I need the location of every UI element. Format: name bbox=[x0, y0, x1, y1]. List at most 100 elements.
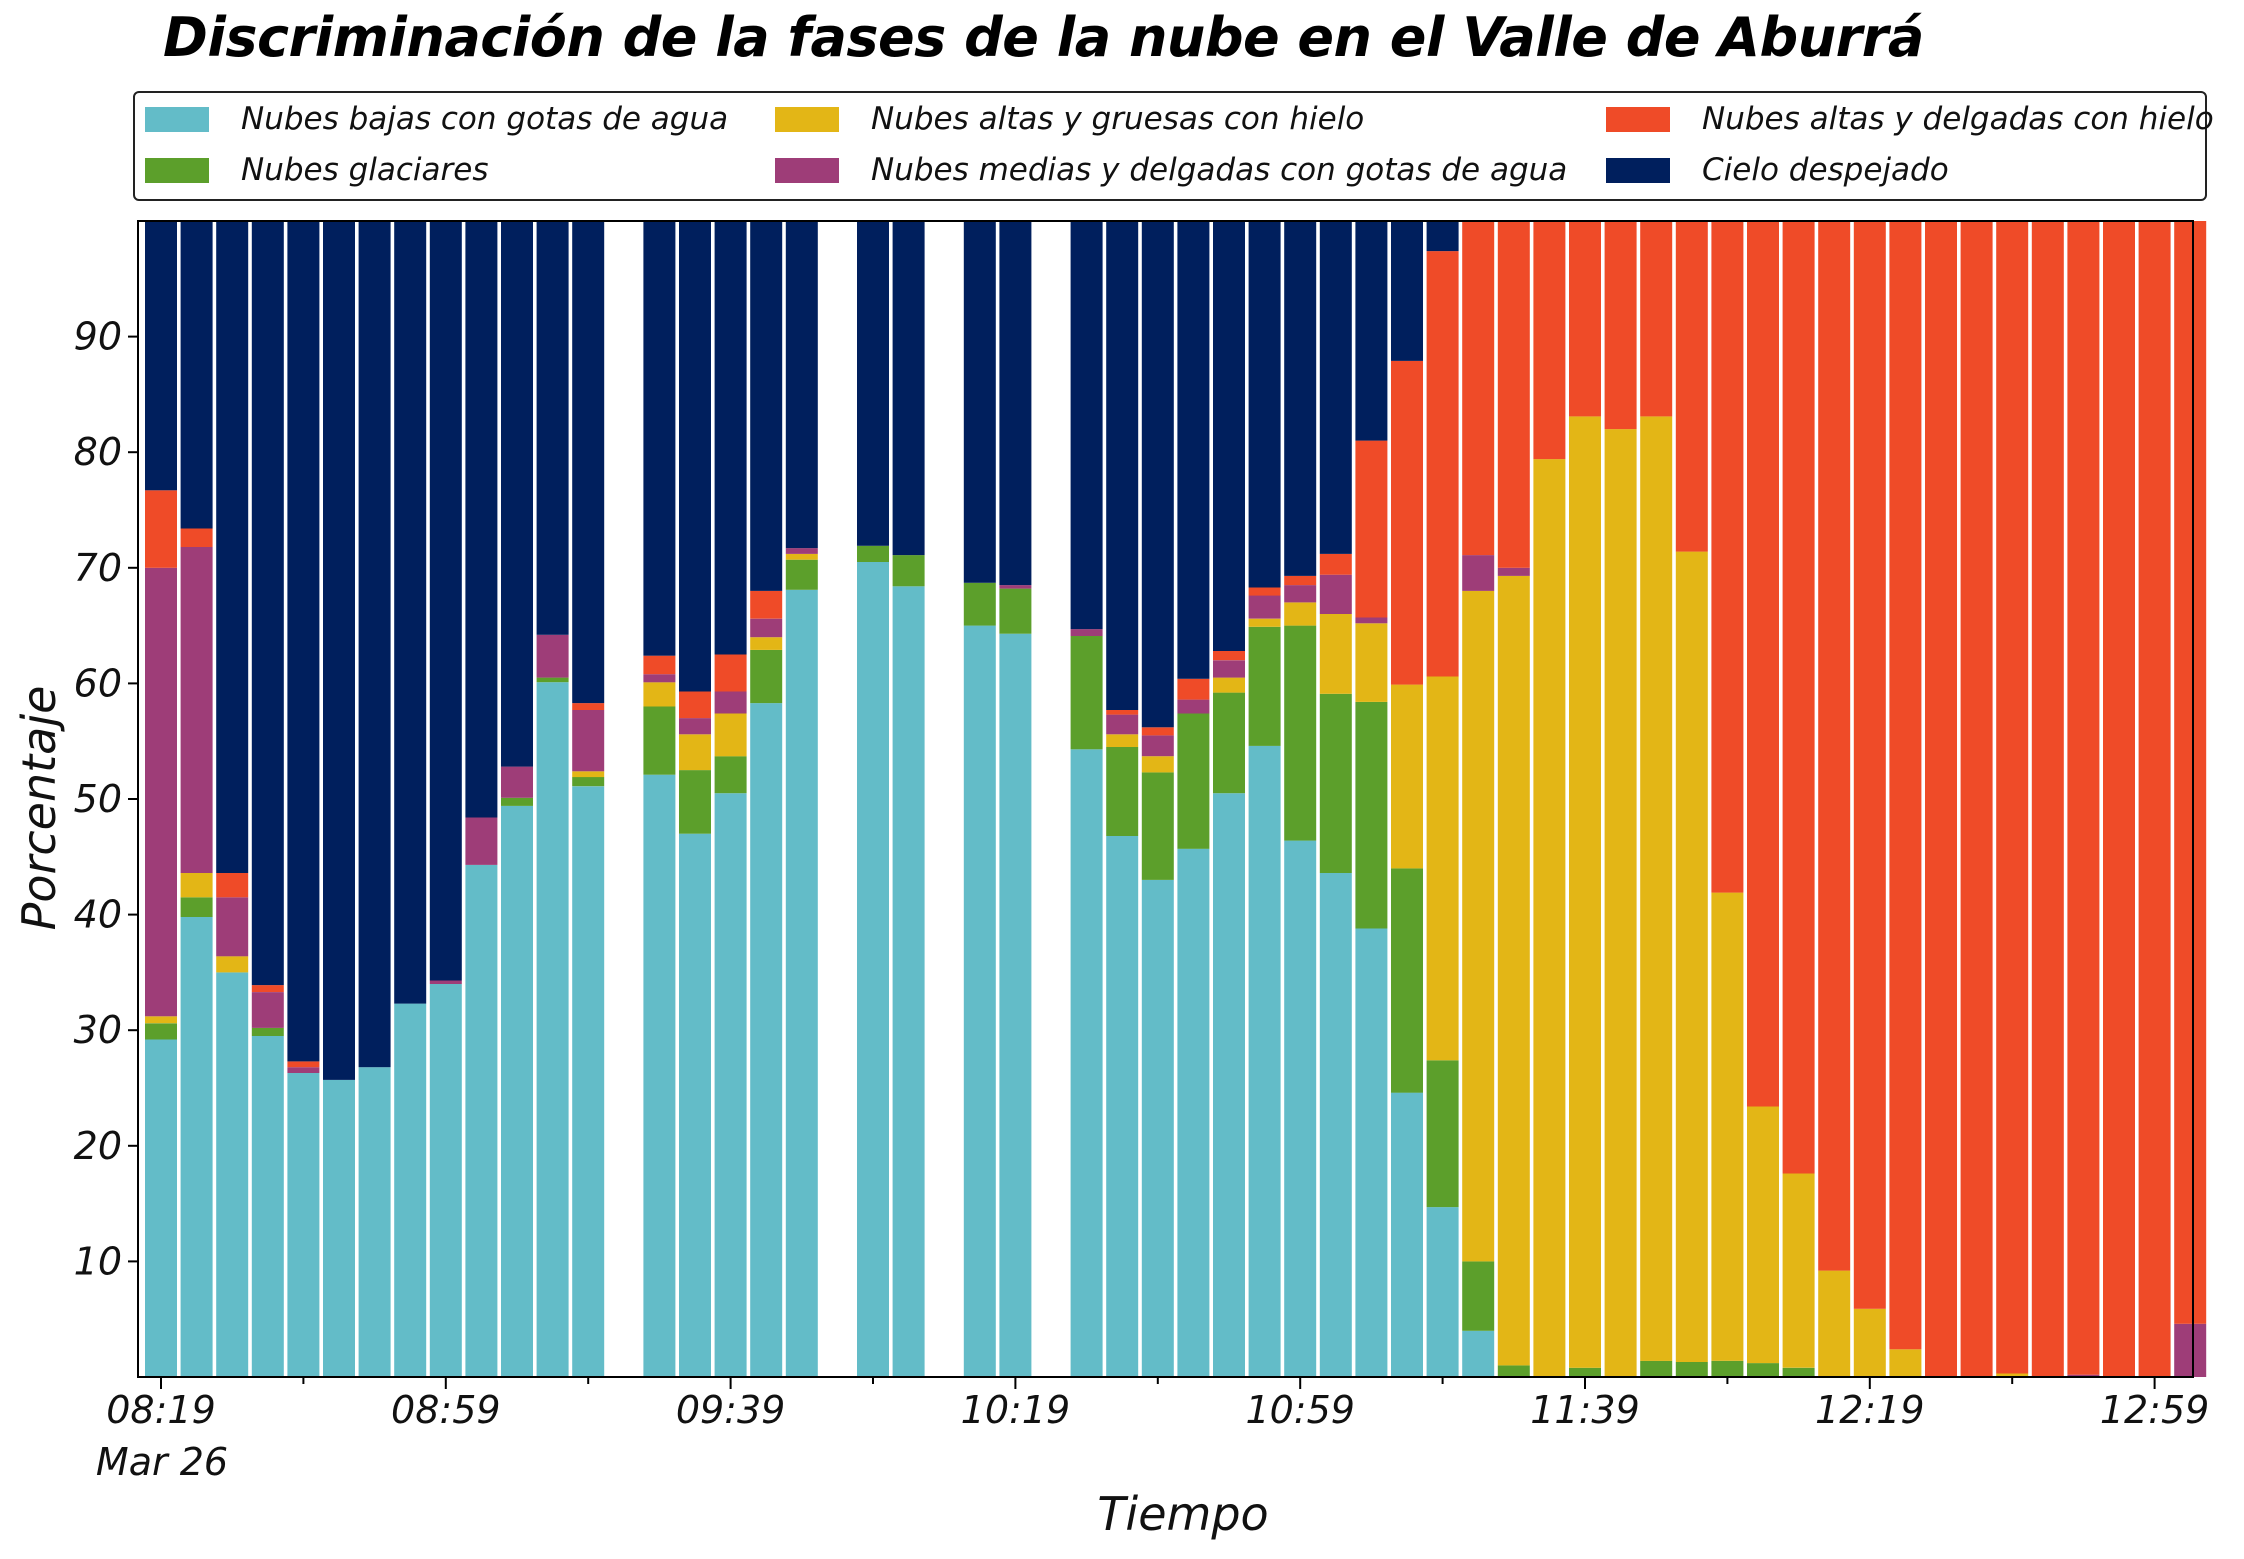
bar-segment-6-series-0 bbox=[358, 1067, 391, 1377]
bar-segment-38-series-1 bbox=[1497, 1365, 1530, 1377]
bar-segment-17-series-0 bbox=[750, 703, 783, 1377]
bar-segment-42-series-1 bbox=[1640, 1360, 1673, 1377]
bar-segment-30-series-3 bbox=[1213, 660, 1245, 678]
bar-segment-28-series-5 bbox=[1141, 221, 1174, 728]
bar-segment-21-series-1 bbox=[892, 555, 925, 587]
bar-segment-42-series-4 bbox=[1640, 221, 1673, 417]
bar-segment-27-series-1 bbox=[1106, 747, 1139, 836]
bar-segment-15-series-2 bbox=[679, 734, 711, 771]
legend-label: Nubes bajas con gotas de agua bbox=[241, 101, 729, 137]
bar-segment-24-series-5 bbox=[999, 221, 1032, 586]
bar-segment-43-series-1 bbox=[1675, 1362, 1708, 1377]
bar-segment-10-series-3 bbox=[501, 766, 533, 798]
bar-segment-14-series-3 bbox=[643, 674, 676, 683]
bar-segment-33-series-1 bbox=[1319, 693, 1352, 873]
bar-segment-35-series-2 bbox=[1391, 684, 1423, 869]
y-tick-label: 20 bbox=[74, 1124, 122, 1168]
bar-segment-28-series-1 bbox=[1141, 772, 1174, 880]
bar-segment-53-series-4 bbox=[2031, 221, 2064, 1377]
bar-segment-10-series-5 bbox=[501, 221, 533, 767]
legend-label: Nubes altas y delgadas con hielo bbox=[1702, 101, 2214, 137]
bar-segment-33-series-0 bbox=[1319, 873, 1352, 1377]
bar-segment-1-series-1 bbox=[180, 897, 213, 917]
bar-segment-12-series-3 bbox=[572, 710, 605, 772]
bar-segment-50-series-4 bbox=[1925, 221, 1957, 1377]
x-date-label: Mar 26 bbox=[96, 1440, 228, 1484]
bar-segment-11-series-5 bbox=[536, 221, 569, 635]
legend-item: Nubes altas y gruesas con hielo bbox=[775, 97, 1364, 141]
legend: Nubes bajas con gotas de agua Nubes altas… bbox=[133, 91, 2214, 201]
bar-segment-11-series-3 bbox=[536, 634, 569, 678]
bar-segment-20-series-0 bbox=[857, 562, 889, 1377]
bar-segment-10-series-0 bbox=[501, 805, 533, 1377]
bar-segment-27-series-0 bbox=[1106, 836, 1139, 1377]
bar-segment-29-series-0 bbox=[1177, 848, 1210, 1377]
bar-segment-36-series-1 bbox=[1426, 1060, 1459, 1208]
bar-segment-3-series-5 bbox=[251, 221, 284, 986]
y-tick-label: 40 bbox=[74, 893, 122, 937]
bar-segment-18-series-5 bbox=[785, 221, 818, 549]
bar-segment-31-series-0 bbox=[1248, 745, 1281, 1377]
bar-segment-47-series-2 bbox=[1818, 1270, 1851, 1377]
bar-segment-30-series-1 bbox=[1213, 692, 1245, 794]
bar-segment-18-series-1 bbox=[785, 559, 818, 590]
bar-segment-4-series-4 bbox=[287, 1061, 320, 1068]
bar-segment-14-series-5 bbox=[643, 221, 676, 656]
bar-segment-45-series-1 bbox=[1747, 1363, 1779, 1377]
bar-segment-33-series-2 bbox=[1319, 614, 1352, 694]
bar-segment-54-series-3 bbox=[2067, 1374, 2100, 1377]
bar-segment-12-series-0 bbox=[572, 786, 605, 1377]
legend-swatch bbox=[775, 106, 839, 132]
bar-segment-0-series-4 bbox=[145, 490, 177, 568]
bar-segment-29-series-1 bbox=[1177, 713, 1210, 849]
bar-segment-39-series-4 bbox=[1533, 221, 1566, 460]
bar-segment-26-series-5 bbox=[1070, 221, 1103, 630]
bar-segment-38-series-2 bbox=[1497, 575, 1530, 1366]
bar-segment-27-series-5 bbox=[1106, 221, 1139, 710]
bar-segment-34-series-0 bbox=[1355, 928, 1388, 1377]
bar-segment-2-series-0 bbox=[216, 972, 249, 1377]
bar-segment-5-series-5 bbox=[323, 221, 355, 1080]
bar-segment-15-series-1 bbox=[679, 770, 711, 834]
bar-segment-28-series-4 bbox=[1141, 727, 1174, 736]
bar-segment-5-series-0 bbox=[323, 1079, 355, 1377]
bar-segment-0-series-5 bbox=[145, 221, 177, 491]
bar-segment-46-series-2 bbox=[1782, 1173, 1815, 1368]
bar-segment-37-series-3 bbox=[1462, 555, 1495, 591]
y-tick-label: 80 bbox=[74, 430, 122, 474]
bar-segment-34-series-3 bbox=[1355, 617, 1388, 624]
bar-segment-1-series-3 bbox=[180, 547, 213, 873]
bar-segment-18-series-3 bbox=[785, 548, 818, 554]
bar-segment-34-series-4 bbox=[1355, 440, 1388, 618]
bar-segment-16-series-3 bbox=[714, 691, 747, 714]
bar-segment-48-series-4 bbox=[1853, 221, 1886, 1309]
bar-segment-20-series-5 bbox=[857, 221, 889, 546]
bar-segment-15-series-5 bbox=[679, 221, 711, 692]
x-tick-label: 08:19 bbox=[106, 1388, 216, 1432]
bar-segment-23-series-1 bbox=[963, 582, 996, 626]
bar-segment-43-series-4 bbox=[1675, 221, 1708, 552]
bar-segment-28-series-0 bbox=[1141, 879, 1174, 1377]
x-tick-label: 11:39 bbox=[1530, 1388, 1640, 1432]
bar-segment-18-series-0 bbox=[785, 589, 818, 1377]
bar-segment-8-series-5 bbox=[429, 221, 462, 981]
x-tick-label: 12:19 bbox=[1815, 1388, 1925, 1432]
bar-segment-28-series-3 bbox=[1141, 735, 1174, 757]
bar-segment-57-series-3 bbox=[2174, 1323, 2207, 1377]
bar-segment-27-series-3 bbox=[1106, 714, 1139, 735]
y-axis-label: Porcentaje bbox=[12, 686, 66, 931]
x-tick-label: 10:59 bbox=[1245, 1388, 1355, 1432]
bar-segment-30-series-0 bbox=[1213, 793, 1245, 1377]
legend-label: Nubes medias y delgadas con gotas de agu… bbox=[871, 152, 1568, 188]
bar-segment-32-series-5 bbox=[1284, 221, 1317, 576]
bar-segment-34-series-5 bbox=[1355, 221, 1388, 441]
bar-segment-35-series-5 bbox=[1391, 221, 1423, 361]
bar-segment-26-series-1 bbox=[1070, 636, 1103, 750]
bar-segment-56-series-4 bbox=[2138, 221, 2171, 1377]
bar-segment-23-series-5 bbox=[963, 221, 996, 583]
legend-item: Nubes bajas con gotas de agua bbox=[145, 97, 728, 141]
bar-segment-32-series-1 bbox=[1284, 625, 1317, 841]
bar-segment-3-series-4 bbox=[251, 985, 284, 992]
legend-label: Nubes glaciares bbox=[241, 152, 489, 188]
